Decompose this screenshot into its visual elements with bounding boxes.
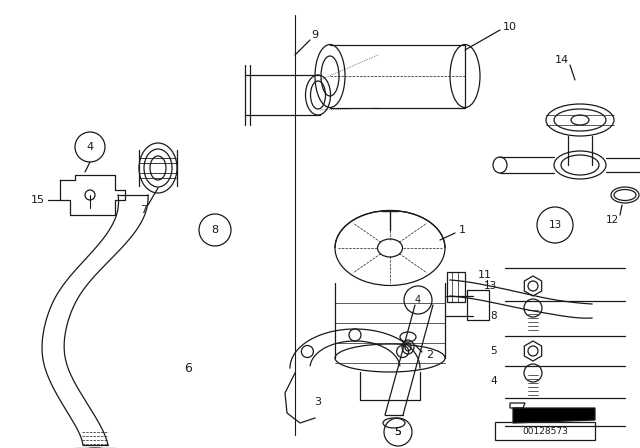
Text: 8: 8: [211, 225, 219, 235]
Text: 4: 4: [490, 376, 497, 386]
Text: 5: 5: [490, 346, 497, 356]
Text: 1: 1: [458, 225, 465, 235]
Bar: [495, 422, 595, 440]
Bar: [467, 290, 489, 320]
Text: 2: 2: [426, 350, 433, 360]
Text: 8: 8: [490, 311, 497, 321]
Text: 3: 3: [314, 397, 321, 407]
Text: 4: 4: [86, 142, 93, 152]
Text: 10: 10: [503, 22, 517, 32]
Text: 5: 5: [394, 427, 401, 437]
Text: 4: 4: [415, 295, 421, 305]
Polygon shape: [513, 408, 595, 423]
Text: 12: 12: [605, 215, 619, 225]
Text: 15: 15: [31, 195, 45, 205]
Text: 00128573: 00128573: [522, 426, 568, 435]
Bar: [447, 272, 465, 302]
Text: 7: 7: [140, 205, 148, 215]
Text: 5: 5: [394, 427, 401, 437]
Text: 13: 13: [484, 281, 497, 291]
Text: 14: 14: [555, 55, 569, 65]
Text: 9: 9: [312, 30, 319, 40]
Text: 6: 6: [184, 362, 192, 375]
Text: 13: 13: [548, 220, 562, 230]
Text: 11: 11: [478, 270, 492, 280]
